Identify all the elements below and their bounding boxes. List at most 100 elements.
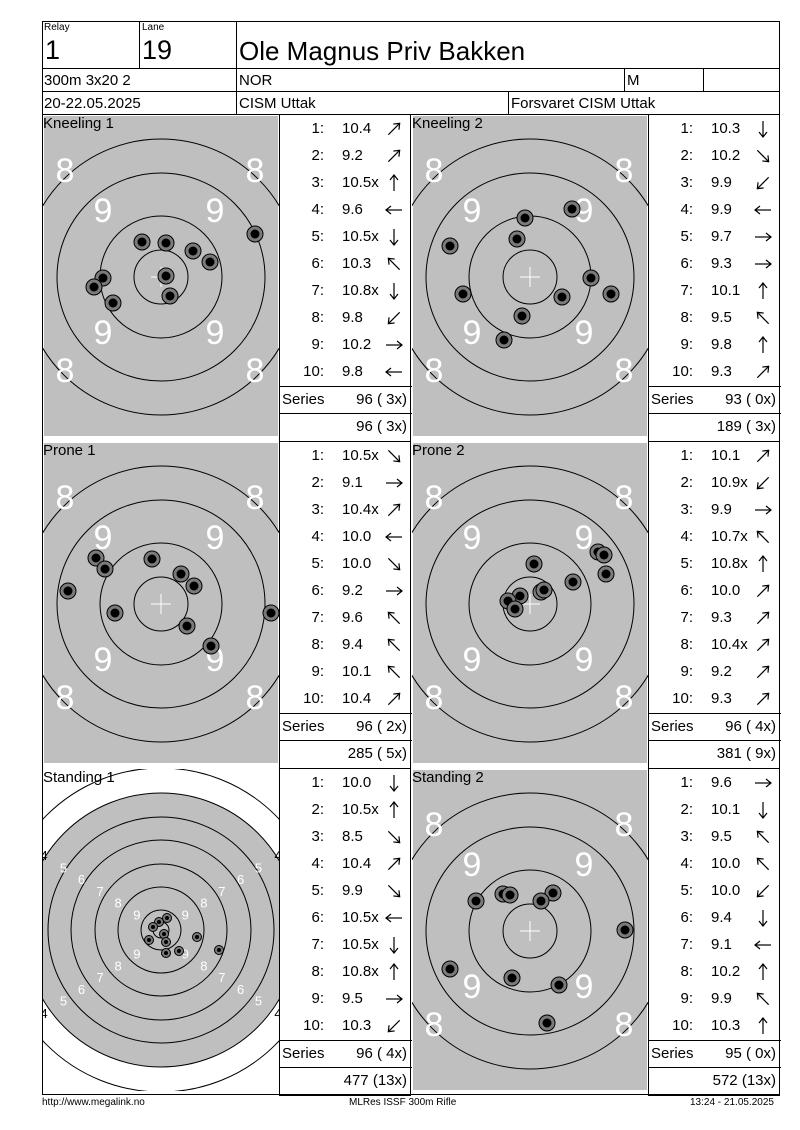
shot-value: 9.1 (711, 936, 732, 953)
target-ring (502, 249, 558, 305)
shot-hole (595, 546, 613, 564)
ring-number-label: 9 (206, 192, 225, 230)
shot-value: 9.2 (342, 147, 363, 164)
shot-hole (192, 932, 202, 942)
cumulative-divider (649, 1067, 781, 1068)
shot-hole (143, 550, 161, 568)
series-total: 93 ( 0x) (725, 391, 776, 408)
shot-table: 1: 10.0 2: 10.5x 3: 8.5 4: 10.4 5: 9.9 6: 10.5x 7: 10… (279, 769, 412, 1096)
shot-hole (202, 637, 220, 655)
ring-number-label: 7 (218, 970, 225, 985)
shot-hole (162, 913, 172, 923)
direction-arrow-icon (756, 584, 770, 598)
direction-arrow-icon (385, 205, 402, 215)
ring-number-label: 8 (246, 352, 265, 390)
target-ring (468, 869, 592, 993)
header-divider-gender-l (624, 68, 625, 91)
shot-number: 3: (680, 828, 693, 845)
direction-arrow-icon (756, 311, 770, 325)
ring-number-label: 9 (463, 192, 482, 230)
shot-number: 2: (680, 147, 693, 164)
shot-row: 10: 10.4 (280, 685, 412, 712)
shot-number: 7: (311, 282, 324, 299)
shot-row: 4: 10.0 (649, 850, 781, 877)
shot-value: 10.4 (342, 120, 372, 137)
shot-hole (185, 577, 203, 595)
shot-value: 10.5x (342, 174, 379, 191)
ring-number-label: 6 (78, 982, 85, 997)
shot-number: 1: (680, 447, 693, 464)
footer-url[interactable]: http://www.megalink.no (42, 1097, 145, 1108)
direction-arrow-icon (756, 365, 770, 379)
shot-number: 2: (311, 801, 324, 818)
direction-arrow-icon (387, 449, 401, 463)
shot-value: 10.0 (711, 855, 741, 872)
series-title: Prone 1 (43, 442, 96, 459)
shot-value: 8.5 (342, 828, 363, 845)
ring-number-label: 8 (56, 479, 75, 517)
series-title: Kneeling 2 (412, 115, 483, 132)
direction-arrow-icon (755, 778, 772, 788)
shot-hole (525, 555, 543, 573)
target-ring (425, 499, 635, 709)
shot-row: 7: 9.3 (649, 604, 781, 631)
shot-hole (532, 892, 550, 910)
header-divider-gender-r (703, 68, 704, 91)
shot-hole (535, 581, 553, 599)
ring-number-label: 8 (246, 679, 265, 717)
shot-number: 8: (680, 309, 693, 326)
shot-hole (161, 937, 171, 947)
shot-value: 10.5x (342, 801, 379, 818)
ring-number-label: 9 (133, 947, 140, 962)
frame-top (42, 21, 780, 22)
shot-hole (133, 233, 151, 251)
shot-value: 9.3 (711, 255, 732, 272)
direction-arrow-icon (754, 940, 771, 950)
shot-value: 9.2 (711, 663, 732, 680)
cumulative-total: 189 ( 3x) (716, 418, 776, 435)
ring-number-label: 6 (78, 872, 85, 887)
direction-arrow-icon (387, 311, 401, 325)
shot-row: 2: 10.9x (649, 469, 781, 496)
direction-arrow-icon (387, 638, 401, 652)
shot-row: 6: 9.4 (649, 904, 781, 931)
direction-arrow-icon (387, 149, 401, 163)
shot-row: 6: 10.3 (280, 250, 412, 277)
direction-arrow-icon (756, 638, 770, 652)
direction-arrow-icon (756, 149, 770, 163)
shot-value: 10.1 (342, 663, 372, 680)
shot-row: 6: 10.0 (649, 577, 781, 604)
direction-arrow-icon (387, 122, 401, 136)
shot-hole (602, 285, 620, 303)
ring-number-label: 5 (60, 861, 67, 876)
shot-value: 9.8 (342, 309, 363, 326)
shot-number: 4: (680, 855, 693, 872)
series-title: Standing 2 (412, 769, 484, 786)
shot-row: 4: 10.0 (280, 523, 412, 550)
shot-row: 4: 9.9 (649, 196, 781, 223)
ring-number-label: 9 (94, 641, 113, 679)
ring-number-label: 8 (246, 479, 265, 517)
shot-value: 10.3 (342, 255, 372, 272)
direction-arrow-icon (758, 802, 768, 819)
shot-value: 9.3 (711, 363, 732, 380)
shot-value: 10.0 (342, 528, 372, 545)
direction-arrow-icon (756, 830, 770, 844)
direction-arrow-icon (389, 963, 399, 980)
shot-hole (85, 278, 103, 296)
shot-value: 10.8x (711, 555, 748, 572)
shot-row: 6: 10.5x (280, 904, 412, 931)
direction-arrow-icon (758, 1017, 768, 1034)
direction-arrow-icon (389, 937, 399, 954)
shot-row: 10: 9.3 (649, 685, 781, 712)
ring-number-label: 8 (615, 806, 634, 844)
footer-timestamp: 13:24 - 21.05.2025 (690, 1097, 774, 1108)
target-ring (94, 863, 228, 997)
series-divider (280, 386, 412, 387)
shot-value: 9.9 (711, 201, 732, 218)
ring-number-label: 9 (463, 314, 482, 352)
shot-number: 10: (303, 1017, 324, 1034)
shot-value: 9.3 (711, 690, 732, 707)
shot-row: 10: 9.3 (649, 358, 781, 385)
ring-number-label: 8 (425, 352, 444, 390)
